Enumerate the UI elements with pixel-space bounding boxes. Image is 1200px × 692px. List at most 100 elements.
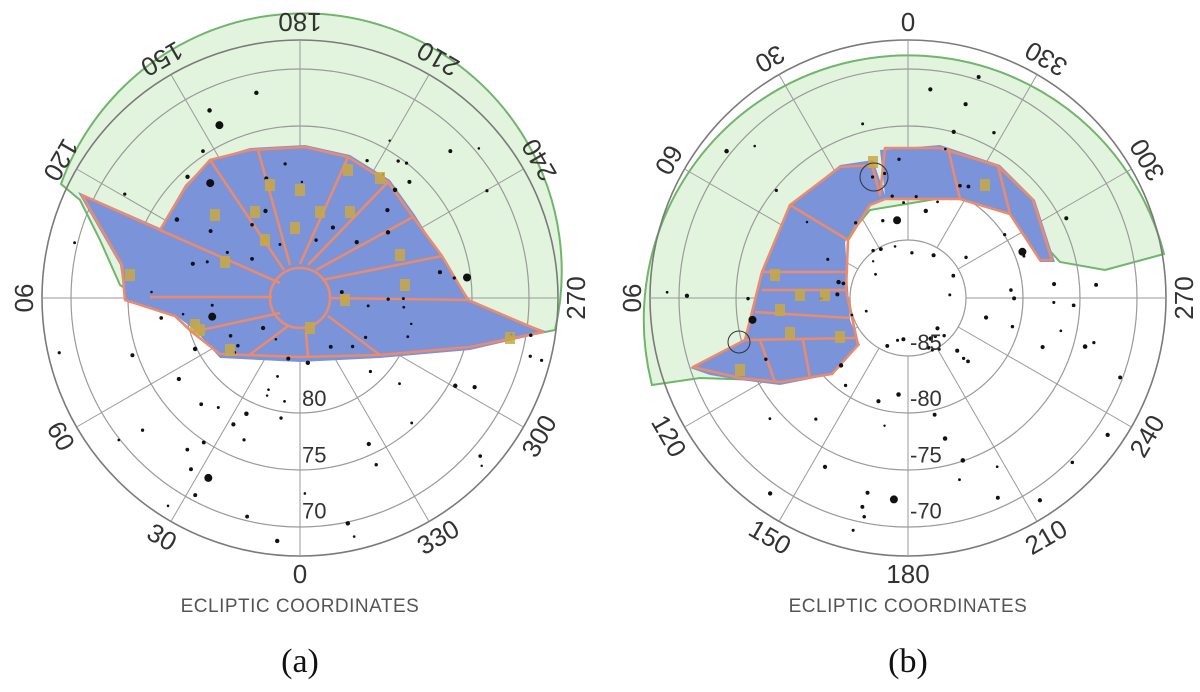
panel-a-star	[345, 521, 351, 526]
panel-a-tile-hole	[268, 266, 332, 330]
panel-a-star	[409, 322, 413, 326]
panel-a-star	[245, 514, 250, 519]
panel-b-latitude-label: -70	[910, 498, 942, 523]
panel-a-star	[185, 174, 190, 179]
panel-a-stars	[57, 90, 544, 544]
panel-a-star	[477, 147, 481, 150]
panel-a-bright-star	[208, 312, 217, 321]
panel-b-star	[876, 399, 881, 404]
panel-a-star	[193, 493, 198, 498]
panel-a-star	[216, 405, 220, 409]
panel-a-star	[385, 230, 391, 235]
panel-a-star	[539, 358, 544, 362]
panel-a-star	[388, 139, 391, 142]
panel-b-azimuth-label: 0	[901, 7, 915, 37]
panel-b-star	[862, 514, 866, 519]
panel-a-observation	[315, 206, 325, 218]
panel-b-star	[838, 363, 844, 368]
panel-a-star	[300, 180, 304, 184]
panel-a-star	[231, 422, 236, 427]
panel-b-star	[843, 383, 848, 388]
panel-a-star	[528, 354, 532, 358]
panel-a-observation	[343, 164, 353, 176]
panel-b-star	[768, 417, 772, 421]
panel-b-star	[932, 412, 937, 417]
panel-a-observation	[265, 179, 275, 191]
panel-b-star	[883, 424, 886, 427]
panel-a-star	[452, 276, 456, 280]
panel-a-star	[365, 158, 369, 163]
panel-a-star	[392, 187, 398, 193]
panel-b-observations	[735, 156, 990, 376]
panel-b-star	[881, 218, 885, 223]
panel-b-azimuth-label: 210	[1020, 513, 1073, 561]
panel-b-star	[976, 75, 981, 79]
panel-a-star	[201, 440, 206, 445]
panel-a-star	[190, 261, 195, 266]
panel-b-star	[958, 478, 961, 482]
panel-a-azimuth-label: 0	[293, 559, 307, 589]
panel-a-latitude-label: 70	[302, 498, 326, 523]
panel-b-star	[822, 464, 828, 469]
panel-a-star	[274, 538, 280, 544]
panel-a-observation	[210, 209, 220, 221]
panel-a-star	[123, 192, 127, 196]
panel-a-bright-star	[463, 273, 472, 282]
panel-b-spoke	[957, 326, 1132, 428]
panel-a-star	[176, 376, 182, 382]
panel-a-star	[350, 344, 355, 349]
panel-b-star	[1003, 233, 1007, 237]
panel-a-tile-outline	[80, 145, 545, 359]
panel-a-star	[207, 108, 212, 113]
panel-a-observation	[190, 319, 200, 331]
panel-a-observation	[260, 234, 270, 246]
panel-b-star	[901, 337, 906, 342]
panel-b-spoke	[936, 347, 1038, 522]
panel-b-observation	[835, 331, 845, 343]
panel-a-azimuth-label: 300	[515, 410, 563, 463]
panel-b-star	[861, 122, 865, 126]
panel-b-observation	[820, 289, 830, 301]
panel-a-star	[276, 374, 279, 378]
panel-b-bright-star	[1018, 247, 1027, 256]
panel-a-star	[354, 240, 359, 245]
panel-b-star	[1118, 375, 1123, 380]
panel-a-observation	[305, 322, 315, 334]
panel-b-star-halo	[727, 330, 751, 354]
panel-a-star	[453, 383, 458, 388]
panel-a-star	[366, 441, 371, 447]
panel-b-star	[995, 495, 1000, 500]
panel-a-star	[225, 250, 229, 254]
panel-a-bright-star	[215, 121, 224, 130]
panel-b-observation	[795, 289, 805, 301]
panel-a-star	[159, 316, 164, 320]
panel-a-star	[402, 305, 406, 309]
panel-a-observation	[125, 269, 135, 281]
panel-a-star	[328, 344, 333, 349]
panel-b-star	[1052, 300, 1056, 304]
panel-b-star	[930, 348, 934, 352]
panel-b-star	[961, 356, 966, 360]
panel-a-star	[250, 257, 254, 261]
panel-a-observation	[290, 222, 300, 234]
panel-a-star	[263, 208, 268, 214]
panel-b-star	[1064, 216, 1069, 221]
panel-b-latitude-labels: -85 -80 -75 -70	[910, 330, 942, 523]
panel-a-star	[404, 161, 409, 165]
panel-b-star	[897, 157, 901, 162]
panel-a-star	[278, 242, 282, 246]
panel-b-star	[1094, 282, 1099, 287]
panel-a-star	[208, 229, 213, 234]
panel-b-azimuth-label: 270	[1169, 276, 1199, 319]
panel-b-star	[992, 130, 996, 135]
panel-b-star	[964, 255, 968, 260]
panel-b-azimuth-label: 240	[1123, 410, 1171, 463]
panel-b-star	[871, 248, 875, 253]
panel-b-star	[896, 392, 901, 397]
panel-a-star	[485, 189, 489, 193]
panel-a-azimuth-label: 330	[412, 513, 465, 561]
panel-b-star	[955, 348, 960, 353]
panel-b-observation	[735, 364, 745, 376]
